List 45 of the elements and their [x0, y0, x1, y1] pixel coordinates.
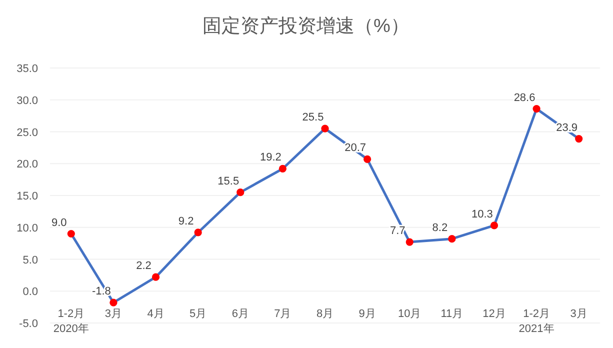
- x-tick-label: 4月: [147, 308, 164, 320]
- y-tick-label: 10.0: [16, 222, 38, 234]
- point: [532, 105, 540, 113]
- point: [236, 188, 244, 196]
- data-label: 15.5: [218, 175, 240, 188]
- y-tick-label: 35.0: [16, 63, 38, 75]
- x-tick-label: 8月: [316, 308, 334, 320]
- y-tick-label: 5.0: [22, 254, 38, 266]
- data-label: 9.2: [178, 215, 194, 228]
- data-label: 8.2: [432, 222, 448, 234]
- data-label: 9.0: [52, 216, 67, 229]
- data-label: 28.6: [514, 92, 536, 104]
- point: [194, 228, 202, 236]
- data-label: 10.3: [472, 208, 493, 220]
- x-tick-label: 7月: [274, 308, 292, 320]
- x-tick-label: 12月: [482, 308, 506, 320]
- point: [490, 222, 498, 230]
- point: [448, 235, 456, 243]
- point: [152, 273, 160, 281]
- x-tick-label: 11月: [440, 308, 464, 320]
- chart-title: 固定资产投资增速（%）: [202, 15, 410, 37]
- x-tick-label: 5月: [190, 308, 207, 320]
- point: [364, 155, 372, 163]
- data-label: 2.2: [136, 260, 152, 272]
- point: [575, 134, 583, 143]
- y-tick-label: -5.0: [19, 318, 38, 330]
- point: [406, 238, 414, 246]
- y-tick-label: 15.0: [16, 190, 38, 202]
- y-tick-label: 0.0: [22, 286, 38, 298]
- x-tick-label: 3月: [104, 308, 122, 320]
- x-tick-label: 1-2月 2020年: [53, 308, 89, 335]
- x-tick-label: 3月: [570, 308, 588, 320]
- point: [67, 230, 75, 238]
- point: [278, 164, 286, 173]
- y-tick-label: 20.0: [16, 158, 38, 171]
- x-tick-label: 9月: [358, 308, 376, 320]
- x-tick-label: 1-2月 2021年: [518, 308, 554, 335]
- point: [321, 124, 329, 132]
- point: [110, 298, 118, 306]
- x-tick-label: 6月: [232, 308, 249, 320]
- y-tick-label: 30.0: [16, 94, 38, 107]
- data-label: 25.5: [302, 112, 324, 124]
- data-label: 19.2: [260, 152, 282, 164]
- x-tick-label: 10月: [398, 308, 422, 320]
- y-tick-label: 25.0: [16, 126, 38, 139]
